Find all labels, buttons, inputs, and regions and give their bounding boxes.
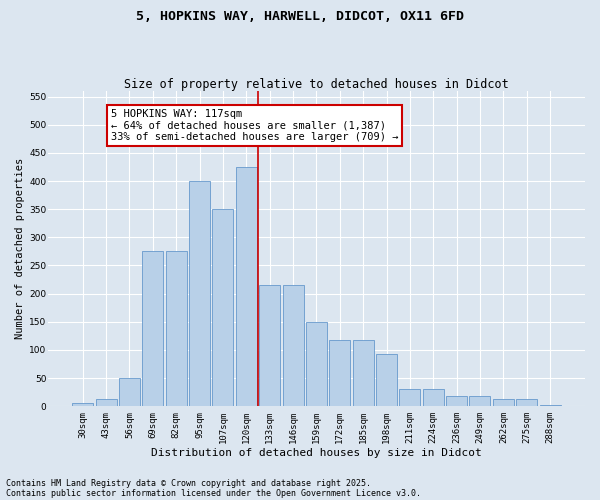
Bar <box>516 400 537 406</box>
Bar <box>212 209 233 406</box>
Bar <box>469 396 490 406</box>
Text: Contains HM Land Registry data © Crown copyright and database right 2025.: Contains HM Land Registry data © Crown c… <box>6 478 371 488</box>
Bar <box>189 181 210 406</box>
Bar <box>259 285 280 406</box>
Text: 5, HOPKINS WAY, HARWELL, DIDCOT, OX11 6FD: 5, HOPKINS WAY, HARWELL, DIDCOT, OX11 6F… <box>136 10 464 23</box>
Title: Size of property relative to detached houses in Didcot: Size of property relative to detached ho… <box>124 78 509 91</box>
Bar <box>306 322 327 406</box>
X-axis label: Distribution of detached houses by size in Didcot: Distribution of detached houses by size … <box>151 448 482 458</box>
Bar <box>236 167 257 406</box>
Bar <box>353 340 374 406</box>
Bar <box>400 390 421 406</box>
Bar <box>329 340 350 406</box>
Y-axis label: Number of detached properties: Number of detached properties <box>15 158 25 339</box>
Bar <box>166 252 187 406</box>
Text: Contains public sector information licensed under the Open Government Licence v3: Contains public sector information licen… <box>6 488 421 498</box>
Bar <box>539 404 560 406</box>
Bar <box>142 252 163 406</box>
Bar <box>446 396 467 406</box>
Bar <box>119 378 140 406</box>
Bar <box>95 400 116 406</box>
Bar <box>283 285 304 406</box>
Text: 5 HOPKINS WAY: 117sqm
← 64% of detached houses are smaller (1,387)
33% of semi-d: 5 HOPKINS WAY: 117sqm ← 64% of detached … <box>111 109 398 142</box>
Bar <box>72 404 93 406</box>
Bar <box>493 400 514 406</box>
Bar <box>423 390 444 406</box>
Bar <box>376 354 397 406</box>
